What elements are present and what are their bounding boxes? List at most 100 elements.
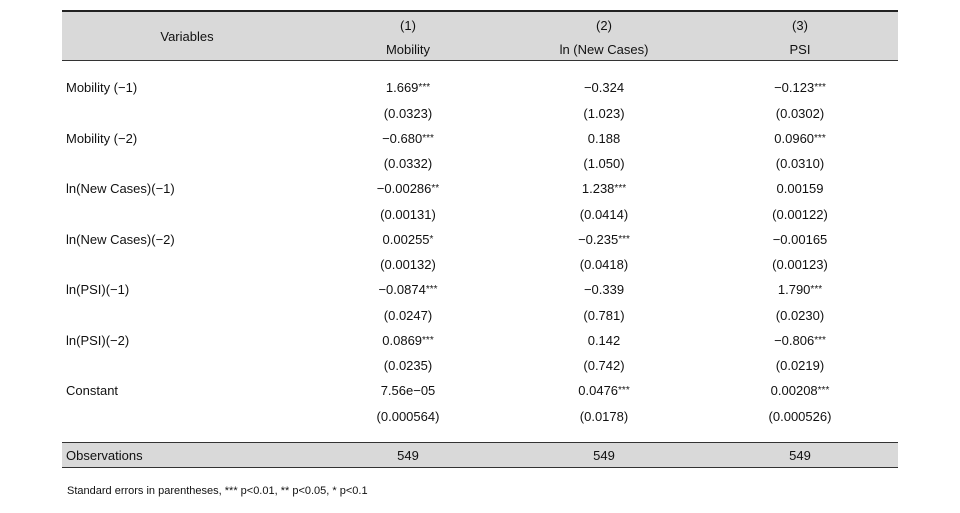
row-label: Mobility (−2) [66,130,138,146]
coefficient-cell: −0.680*** [318,131,498,147]
coefficient-cell: −0.00286** [318,181,498,197]
standard-error-cell: (0.0302) [775,105,825,121]
table-row-standard-errors: (0.00131) (0.0414) (0.00122) [62,207,898,232]
coefficient-cell: 0.00159 [710,181,890,197]
standard-error-cell: (0.00131) [380,206,436,222]
table-note: Standard errors in parentheses, *** p<0.… [67,485,368,497]
standard-error-cell: (0.0235) [383,358,433,373]
coefficient-value: 1.790 [777,282,811,297]
row-label: Constant [66,383,119,398]
significance-stars: * [429,233,434,245]
coefficient-cell: −0.806*** [710,333,890,349]
table-row-standard-errors: (0.000564) (0.0178) (0.000526) [62,409,898,434]
standard-error-cell: (0.0323) [383,105,433,121]
table-row: ln(PSI)(−1) −0.0874*** −0.339 1.790*** [62,282,898,307]
table-row: Mobility (−1) 1.669*** −0.324 −0.123*** [62,80,898,105]
column-1-number: (1) [400,18,416,33]
column-2-number: (2) [596,18,612,33]
significance-stars: ** [431,183,440,194]
coefficient-value: 0.142 [587,332,621,348]
standard-error-cell: (0.00123) [772,257,828,272]
standard-error-cell: (0.00122) [772,206,828,222]
row-label: ln(PSI)(−1) [66,282,130,297]
coefficient-cell: −0.324 [514,80,694,96]
coefficient-value: 0.0869 [382,332,423,348]
coefficient-cell: 7.56e−05 [318,383,498,399]
table-row: Mobility (−2) −0.680*** 0.188 0.0960*** [62,131,898,156]
table-row: ln(PSI)(−2) 0.0869*** 0.142 −0.806*** [62,333,898,358]
table-row: ln(New Cases)(−1) −0.00286** 1.238*** 0.001… [62,181,898,206]
header-rule [62,60,898,61]
standard-error-cell: (0.0418) [579,257,629,272]
coefficient-value: −0.123 [774,80,815,95]
table-row-standard-errors: (0.0332) (1.050) (0.0310) [62,156,898,181]
table-row-standard-errors: (0.0323) (1.023) (0.0302) [62,106,898,131]
standard-error-cell: (1.050) [583,156,625,171]
coefficient-cell: 1.669*** [318,80,498,96]
column-3-name: PSI [789,42,811,57]
significance-stars: *** [618,385,630,396]
coefficient-cell: 0.188 [514,131,694,147]
coefficient-value: −0.00286 [376,181,432,196]
row-label: ln(New Cases)(−2) [66,231,175,247]
table-row-standard-errors: (0.0247) (0.781) (0.0230) [62,308,898,333]
coefficient-cell: −0.0874*** [318,282,498,298]
coefficient-cell: 1.238*** [514,181,694,197]
coefficient-value: 1.238 [581,181,615,196]
observations-rule-bottom [62,467,898,468]
significance-stars: *** [422,132,434,144]
standard-error-cell: (0.00132) [380,257,436,272]
coefficient-value: −0.806 [774,332,815,348]
significance-stars: *** [810,284,823,295]
standard-error-cell: (0.0219) [775,358,825,373]
observations-rule-top [62,442,898,443]
column-1-name: Mobility [385,42,431,57]
coefficient-value: −0.339 [583,282,625,297]
column-3-number: (3) [792,18,808,33]
table-row-standard-errors: (0.0235) (0.742) (0.0219) [62,358,898,383]
standard-error-cell: (0.0178) [579,408,629,424]
coefficient-cell: 0.00208*** [710,383,890,399]
significance-stars: *** [418,82,431,93]
variables-header: Variables [160,29,214,44]
coefficient-value: −0.324 [583,80,625,95]
coefficient-cell: 0.142 [514,333,694,349]
coefficient-value: −0.00165 [772,231,828,247]
row-label: Mobility (−1) [66,80,138,95]
coefficient-value: 0.00159 [776,181,824,196]
coefficient-cell: 0.0869*** [318,333,498,349]
standard-error-cell: (0.781) [583,307,625,323]
standard-error-cell: (0.0332) [383,156,433,171]
coefficient-cell: 0.0960*** [710,131,890,147]
significance-stars: *** [618,233,630,245]
standard-error-cell: (0.000564) [376,408,440,424]
significance-stars: *** [614,183,627,194]
coefficient-value: −0.235 [578,231,619,247]
row-label: ln(New Cases)(−1) [66,181,175,196]
table-row: ln(New Cases)(−2) 0.00255* −0.235*** −0.001… [62,232,898,257]
coefficient-value: 0.0476 [578,383,619,398]
standard-error-cell: (0.0230) [775,307,825,323]
significance-stars: *** [422,334,434,346]
top-rule [62,10,898,12]
coefficient-value: −0.0874 [378,282,426,297]
significance-stars: *** [817,385,830,396]
coefficient-cell: −0.123*** [710,80,890,96]
standard-error-cell: (1.023) [583,105,625,121]
coefficient-cell: −0.235*** [514,232,694,248]
standard-error-cell: (0.0414) [579,206,629,222]
standard-error-cell: (0.000526) [768,408,832,424]
coefficient-value: 0.00208 [770,383,818,398]
observations-label: Observations [66,448,143,463]
observations-value-2: 549 [593,448,615,463]
coefficient-value: 1.669 [385,80,419,95]
coefficient-value: 0.0960 [774,130,815,146]
significance-stars: *** [814,334,826,346]
significance-stars: *** [814,132,826,144]
significance-stars: *** [425,284,438,295]
coefficient-cell: −0.00165 [710,232,890,248]
coefficient-value: 0.188 [587,130,621,146]
coefficient-cell: −0.339 [514,282,694,298]
observations-value-1: 549 [397,448,419,463]
